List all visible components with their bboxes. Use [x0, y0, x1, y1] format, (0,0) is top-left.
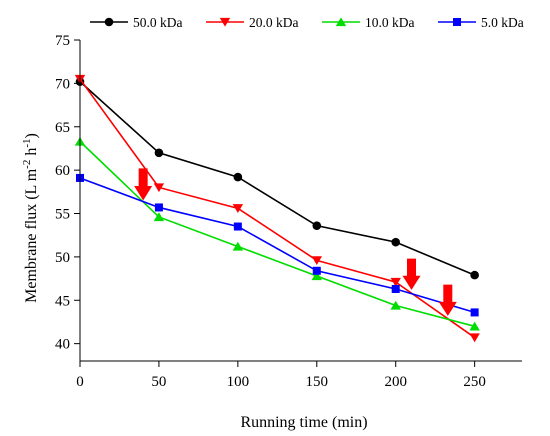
x-tick-label: 0: [76, 374, 84, 390]
annotation-arrow: [402, 258, 421, 290]
data-point: [469, 321, 480, 331]
y-tick-label: 40: [55, 337, 70, 353]
series-line: [79, 81, 475, 276]
series-20-0-kda: [74, 74, 480, 343]
data-point: [311, 271, 322, 281]
data-point: [469, 333, 480, 343]
x-tick-label: 150: [306, 374, 329, 390]
legend-label: 20.0 kDa: [249, 15, 299, 30]
legend-label: 10.0 kDa: [365, 15, 415, 30]
data-point: [311, 256, 322, 266]
series-line: [79, 78, 476, 339]
plot-area: [74, 74, 480, 343]
data-point: [391, 237, 401, 247]
legend-item: 20.0 kDa: [206, 15, 299, 30]
series-line: [79, 177, 475, 314]
x-tick-label: 200: [384, 374, 407, 390]
data-point: [233, 222, 242, 231]
data-point: [153, 183, 165, 193]
legend-item: 10.0 kDa: [322, 15, 415, 30]
legend-label: 5.0 kDa: [481, 15, 524, 30]
y-tick-label: 45: [55, 293, 70, 309]
y-axis-title-end: ): [23, 133, 40, 138]
data-point: [470, 270, 479, 280]
x-axis: 0 50 100 150 200 250: [76, 360, 522, 390]
y-axis-title-mid: h: [23, 148, 40, 160]
series-line: [79, 140, 475, 328]
legend-marker: [335, 17, 347, 27]
y-axis: 40 45 50 55 60 65 70 75: [55, 33, 81, 361]
data-point: [390, 300, 401, 310]
series-50-0-kda: [75, 77, 479, 280]
x-axis-title: Running time (min): [240, 414, 367, 431]
annotation-arrow: [134, 168, 153, 201]
data-point: [312, 221, 322, 230]
data-point: [232, 204, 244, 213]
annotation-arrow: [438, 284, 457, 316]
legend-label: 50.0 kDa: [133, 15, 183, 30]
legend: 50.0 kDa 20.0 kDa 10.0 kDa 5.0 kDa: [90, 15, 524, 30]
y-axis-title: Membrane flux (L m-2 h-1): [21, 133, 40, 303]
legend-marker: [219, 17, 231, 27]
x-tick-label: 250: [463, 374, 486, 390]
data-point: [153, 212, 165, 222]
y-axis-title-sup1: -2: [21, 160, 33, 169]
legend-marker: [453, 18, 461, 26]
y-tick-label: 70: [55, 76, 70, 92]
legend-marker: [104, 17, 114, 27]
y-axis-title-sup2: -1: [21, 138, 33, 147]
y-tick-label: 55: [55, 207, 70, 223]
y-tick-label: 65: [55, 120, 70, 136]
data-point: [390, 277, 401, 287]
data-point: [312, 266, 321, 275]
x-tick-label: 100: [227, 374, 250, 390]
legend-item: 5.0 kDa: [438, 15, 524, 30]
data-point: [154, 148, 164, 158]
y-tick-label: 60: [55, 163, 70, 179]
legend-item: 50.0 kDa: [90, 15, 183, 30]
x-tick-label: 50: [151, 374, 166, 390]
data-point: [470, 308, 479, 317]
data-point: [232, 241, 244, 251]
y-axis-title-main: Membrane flux (L m: [23, 168, 40, 303]
data-point: [154, 203, 163, 212]
y-tick-label: 50: [55, 250, 70, 266]
data-point: [233, 172, 243, 182]
y-tick-label: 75: [55, 33, 70, 49]
data-point: [391, 284, 400, 293]
